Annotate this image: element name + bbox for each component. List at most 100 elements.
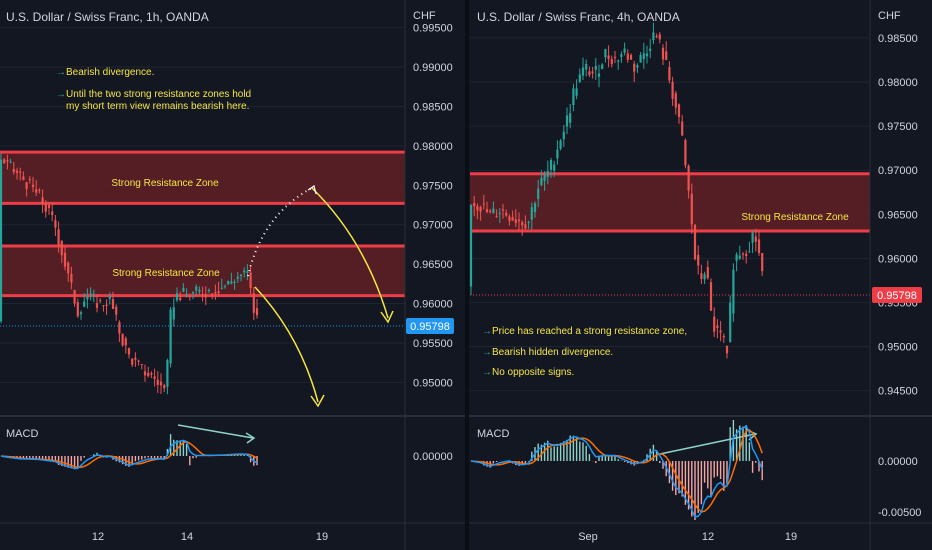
candle-body-56: [179, 297, 182, 301]
candle-body-78: [249, 272, 252, 289]
candle-body-46: [147, 372, 150, 377]
candle-body-86: [745, 253, 748, 257]
candle-body-24: [546, 170, 549, 177]
candle-body-85: [741, 253, 745, 255]
candle-body-21: [67, 262, 70, 274]
candle-body-26: [83, 301, 86, 307]
svg-text:0.95798: 0.95798: [877, 290, 917, 302]
resistance-zone-0: [470, 173, 870, 232]
candle-body-70: [223, 286, 227, 288]
chart-title-4h: U.S. Dollar / Swiss Franc, 4h, OANDA: [477, 10, 680, 24]
note-1h-1: → Until the two strong resistance zones …: [56, 89, 251, 112]
zone-label-4h: Strong Resistance Zone: [741, 212, 849, 223]
candle-body-8: [25, 182, 28, 189]
time-tick-1: 14: [181, 531, 193, 543]
candle-body-64: [674, 93, 677, 108]
price-tick-2: 0.97500: [878, 121, 918, 133]
candle-body-42: [134, 357, 137, 360]
candle-body-77: [716, 325, 719, 329]
price-tick-3: 0.98000: [413, 141, 453, 153]
candle-body-70: [693, 224, 697, 260]
candle-body-11: [505, 212, 508, 216]
candle-body-53: [169, 309, 172, 364]
candle-body-10: [501, 209, 505, 211]
candle-body-36: [115, 306, 118, 315]
candle-body-75: [709, 282, 713, 311]
candle-body-34: [108, 295, 111, 299]
candle-body-14: [44, 203, 47, 212]
candle-body-30: [565, 115, 569, 127]
macd-divergence-line: [177, 424, 254, 439]
candle-body-6: [489, 210, 492, 212]
candle-body-87: [748, 251, 751, 253]
price-tick-2: 0.98500: [413, 101, 453, 113]
time-tick-0: Sep: [578, 531, 598, 543]
candle-body-77: [246, 271, 249, 273]
candle-body-6: [19, 171, 22, 173]
candle-body-20: [533, 203, 537, 213]
candle-body-7: [22, 176, 25, 180]
candle-body-47: [150, 373, 153, 375]
candle-body-54: [172, 307, 175, 320]
svg-text:0.95798: 0.95798: [410, 321, 450, 333]
candle-body-38: [121, 333, 124, 346]
candle-body-18: [527, 221, 530, 223]
candle-body-35: [581, 67, 585, 76]
candle-body-88: [751, 232, 754, 243]
candle-body-22: [70, 273, 73, 283]
candle-body-17: [54, 220, 57, 228]
candle-body-71: [697, 254, 700, 266]
svg-text:Price has reached a strong res: Price has reached a strong resistance zo…: [492, 326, 687, 337]
candle-body-9: [498, 212, 501, 214]
candle-body-75: [239, 274, 243, 277]
candle-body-57: [652, 32, 655, 41]
candle-body-50: [159, 381, 163, 386]
candle-body-79: [252, 293, 255, 313]
candle-body-32: [102, 305, 105, 307]
candle-body-45: [143, 371, 147, 376]
candle-body-3: [479, 207, 482, 212]
candle-body-58: [185, 293, 188, 295]
candle-body-69: [220, 287, 223, 289]
candle-body-4: [482, 203, 485, 205]
price-tick-5: 0.97000: [413, 220, 453, 232]
note-4h-0: → Price has reached a strong resistance …: [482, 326, 687, 337]
candle-body-68: [687, 165, 690, 191]
candle-body-10: [31, 184, 35, 188]
candle-body-31: [569, 113, 572, 123]
candle-body-56: [649, 48, 652, 51]
macd-divergence-arrowhead: [245, 432, 256, 444]
projection-path-upper: [311, 187, 389, 319]
candle-body-52: [166, 360, 169, 387]
resistance-zone-0: [0, 152, 405, 204]
candle-body-55: [175, 293, 179, 301]
svg-text:→: →: [482, 347, 492, 358]
candle-body-51: [163, 385, 166, 389]
chart-1h: 0.99500 0.99000 0.98500 0.98000 0.97500 0.970…: [0, 0, 465, 550]
time-tick-1: 12: [702, 531, 714, 543]
candle-body-59: [658, 34, 661, 40]
note-1h-0: → Bearish divergence.: [56, 67, 154, 78]
note-4h-2: → No opposite signs.: [482, 367, 574, 378]
candle-body-4: [12, 168, 15, 172]
macd-tick-1: 0.00000: [878, 456, 918, 468]
svg-text:→: →: [56, 67, 66, 78]
chart-4h: 0.98500 0.98000 0.97500 0.97000 0.96500 0.960…: [469, 0, 932, 550]
candle-body-8: [495, 216, 498, 218]
candle-body-36: [585, 64, 588, 70]
candle-body-11: [35, 189, 38, 193]
svg-text:→: →: [482, 367, 492, 378]
candle-body-33: [105, 304, 108, 306]
projection-arrowhead-lower: [310, 394, 325, 408]
price-tick-5: 0.96000: [878, 253, 918, 265]
candle-body-66: [681, 121, 684, 136]
candle-body-48: [623, 48, 626, 53]
price-tick-1: 0.99000: [413, 62, 453, 74]
candle-body-63: [201, 294, 204, 296]
price-axis-1h: 0.99500 0.99000 0.98500 0.98000 0.97500 0.970…: [413, 23, 453, 463]
candle-body-19: [60, 240, 63, 256]
candle-body-74: [706, 267, 709, 279]
macd-pane-4h: [470, 420, 763, 520]
macd-pane-1h: [0, 434, 258, 470]
